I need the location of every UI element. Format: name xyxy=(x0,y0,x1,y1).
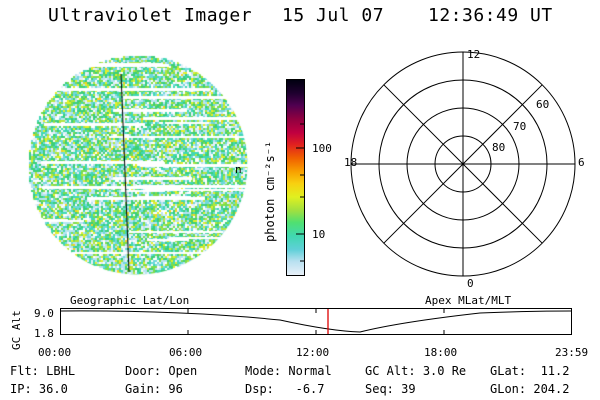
polar-label-6: 6 xyxy=(578,156,585,169)
colorbar-tick-10: 10 xyxy=(312,228,326,241)
time-tick-1: 06:00 xyxy=(169,346,203,359)
gc-alt-min: 1.8 xyxy=(34,327,54,340)
observation-date: 15 Jul 07 xyxy=(282,5,385,26)
info-glat: GLat: 11.2 xyxy=(490,364,570,378)
time-tick-2: 12:00 xyxy=(296,346,330,359)
info-gc-alt: GC Alt: 3.0 Re xyxy=(365,364,467,378)
uv-image-disk xyxy=(25,52,250,277)
instrument-title: Ultraviolet Imager xyxy=(48,5,253,26)
polar-label-70: 70 xyxy=(513,120,527,133)
polar-grid xyxy=(350,51,576,277)
gc-alt-axis-label: GC Alt xyxy=(10,310,23,350)
polar-label-60: 60 xyxy=(536,98,550,111)
polar-label-12: 12 xyxy=(467,48,481,61)
info-gain: Gain: 96 xyxy=(125,382,183,396)
info-filter: Flt: LBHL xyxy=(10,364,76,378)
info-mode: Mode: Normal xyxy=(245,364,332,378)
polar-label-0: 0 xyxy=(467,277,474,290)
info-seq: Seq: 39 xyxy=(365,382,416,396)
info-dsp: Dsp: -6.7 xyxy=(245,382,325,396)
info-door: Door: Open xyxy=(125,364,198,378)
observation-time: 12:36:49 UT xyxy=(428,5,553,26)
colorbar-tick-100: 100 xyxy=(312,142,332,155)
time-tick-4: 23:59 xyxy=(555,346,589,359)
imager-annotation: n xyxy=(235,163,242,176)
polar-label-80: 80 xyxy=(492,141,506,154)
apex-caption: Apex MLat/MLT xyxy=(425,294,512,307)
info-glon: GLon: 204.2 xyxy=(490,382,570,396)
time-tick-0: 00:00 xyxy=(38,346,72,359)
time-tick-3: 18:00 xyxy=(424,346,458,359)
colorbar xyxy=(286,79,305,276)
colorbar-ticks xyxy=(296,123,305,262)
colorbar-unit-label: photon cm⁻²s⁻¹ xyxy=(263,140,277,242)
gc-alt-max: 9.0 xyxy=(34,307,54,320)
info-ip: IP: 36.0 xyxy=(10,382,68,396)
polar-label-18: 18 xyxy=(344,156,358,169)
gc-alt-timeline xyxy=(60,308,572,335)
geographic-caption: Geographic Lat/Lon xyxy=(70,294,190,307)
